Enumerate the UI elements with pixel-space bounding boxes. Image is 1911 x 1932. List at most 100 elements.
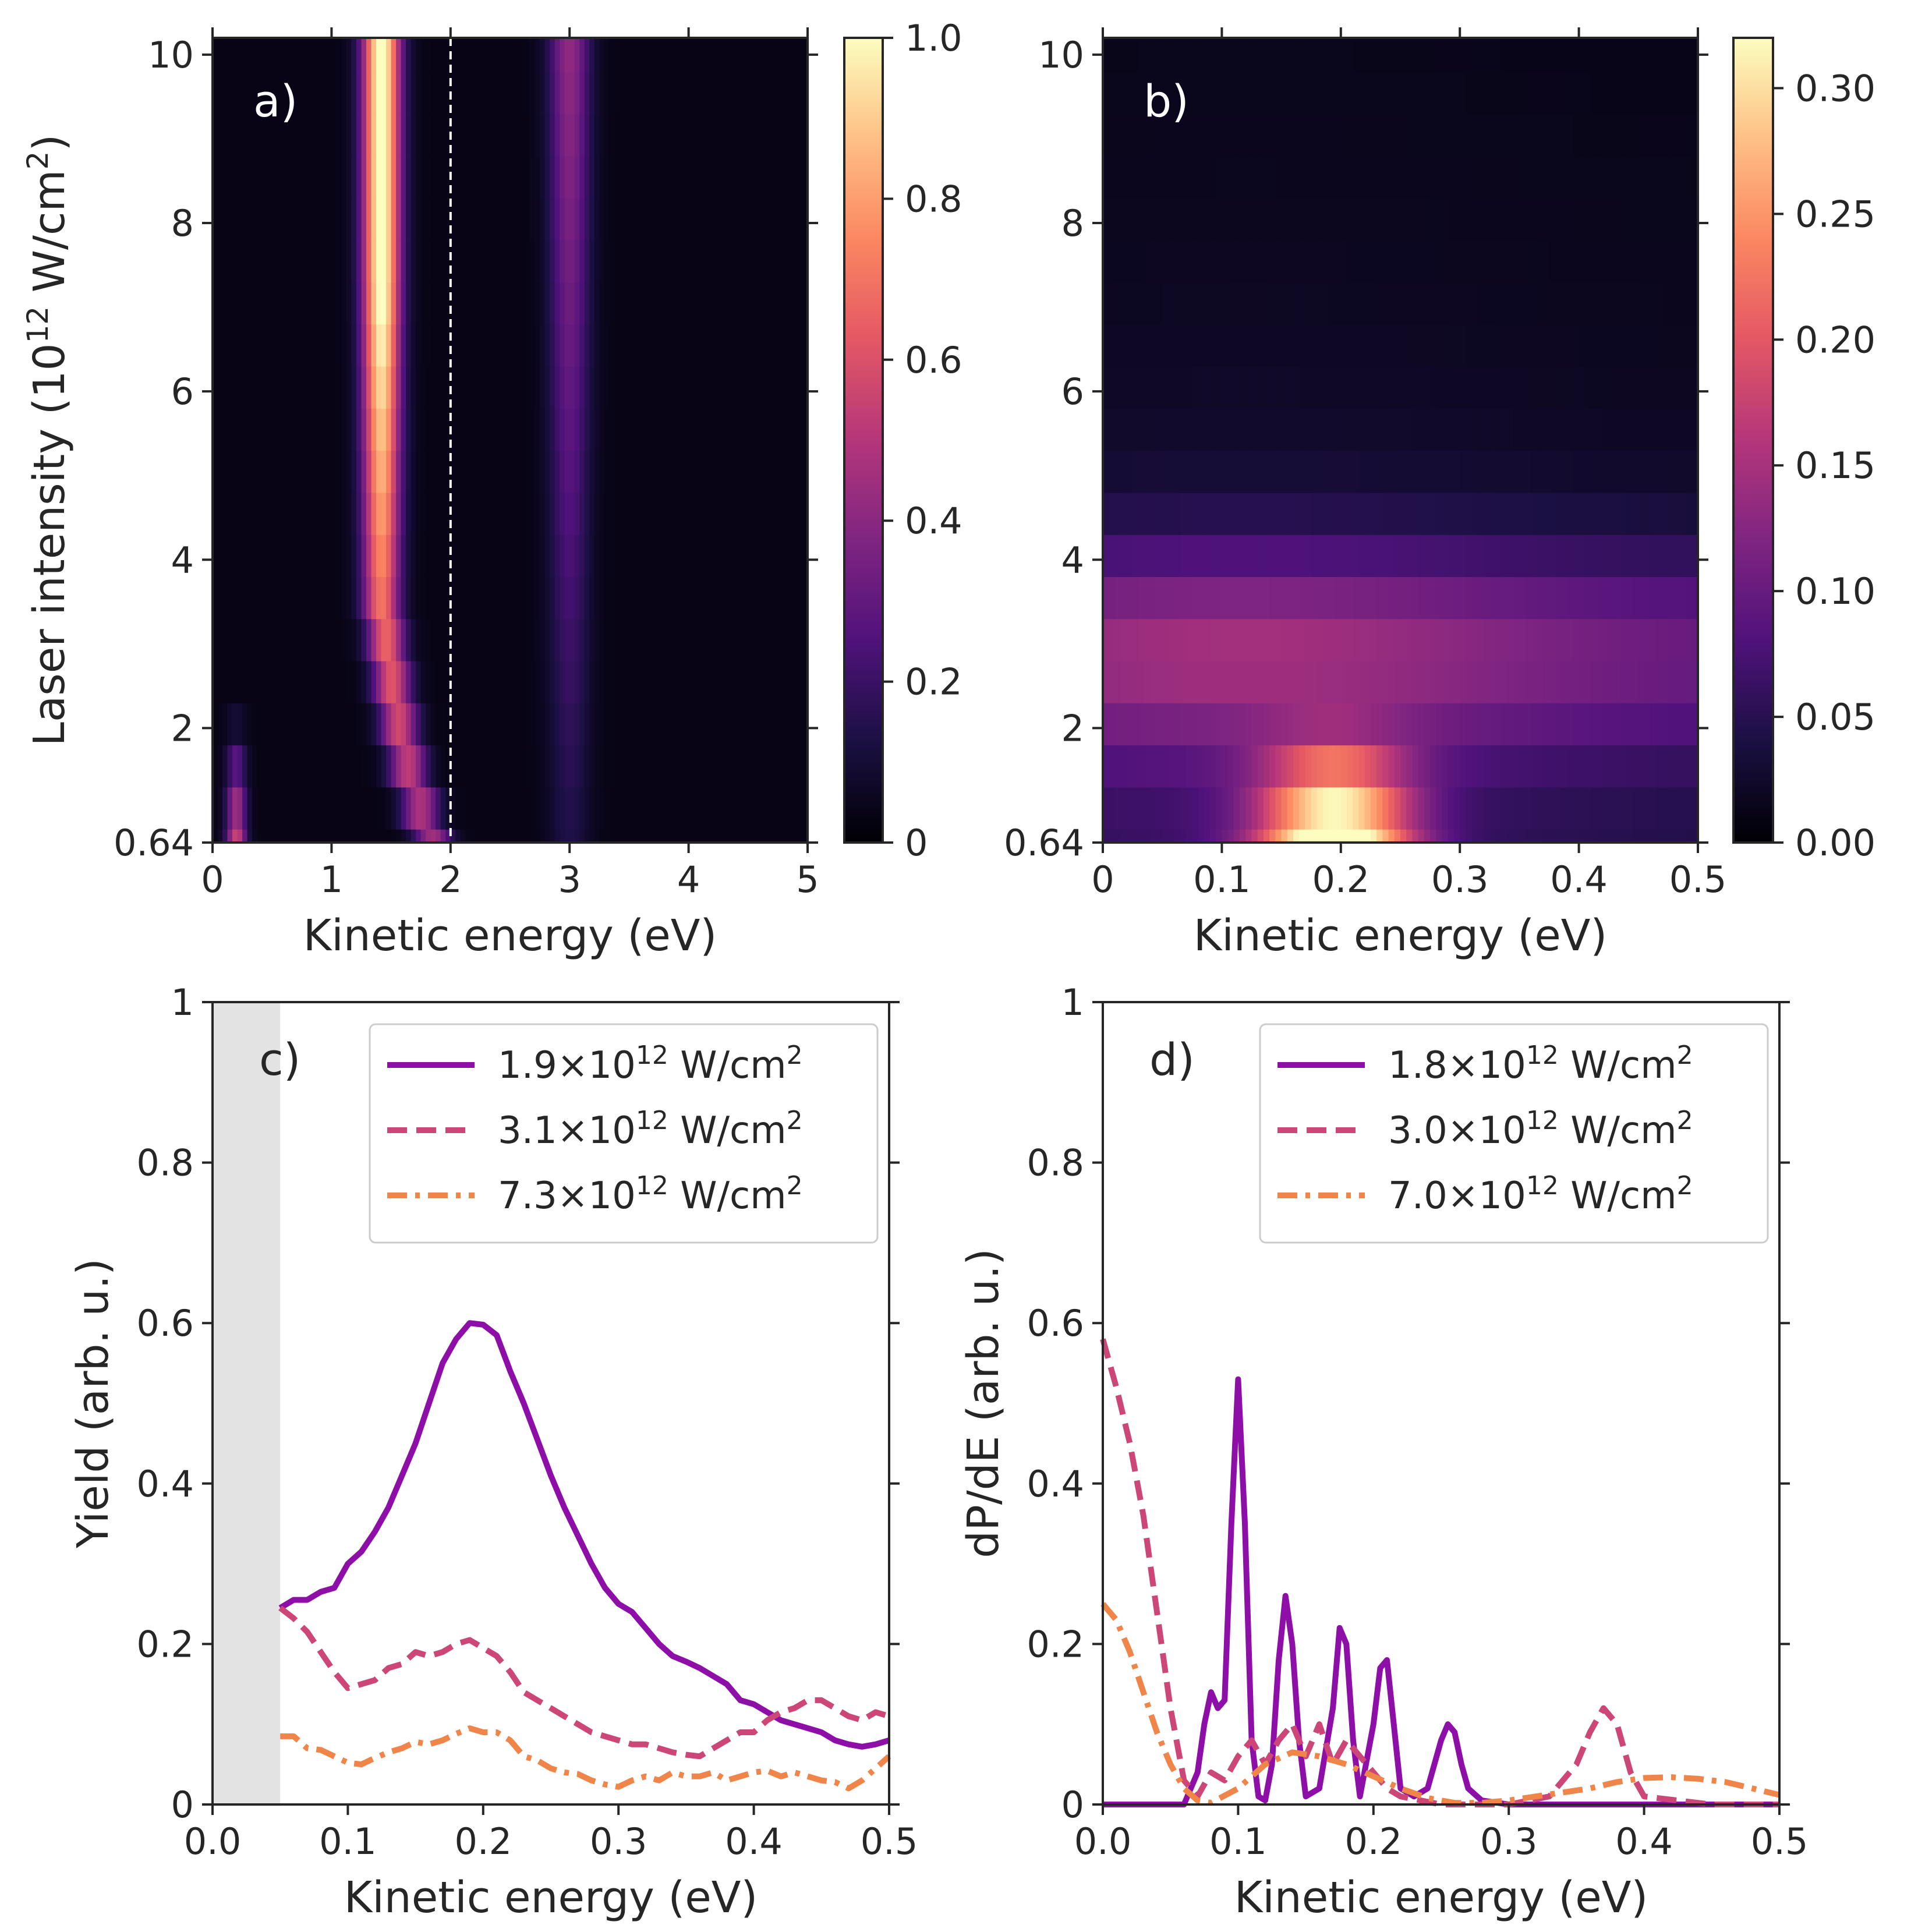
heatmap-cell	[366, 618, 372, 661]
heatmap-cell	[292, 660, 298, 703]
heatmap-cell	[1638, 703, 1645, 746]
heatmap-cell	[604, 450, 610, 493]
heatmap-cell	[386, 366, 392, 409]
heatmap-cell	[1114, 71, 1121, 114]
heatmap-cell	[292, 745, 298, 788]
heatmap-cell	[1608, 534, 1615, 577]
heatmap-cell	[520, 155, 526, 199]
heatmap-cell	[1525, 239, 1532, 283]
heatmap-cell	[520, 282, 526, 325]
heatmap-cell	[1317, 282, 1323, 325]
heatmap-cell	[480, 282, 486, 325]
heatmap-cell	[326, 829, 332, 843]
heatmap-cell	[1138, 197, 1145, 240]
heatmap-cell	[777, 576, 784, 620]
heatmap-cell	[1668, 660, 1675, 703]
heatmap-cell	[753, 618, 759, 661]
heatmap-cell	[306, 197, 313, 240]
heatmap-cell	[1358, 197, 1365, 240]
heatmap-cell	[773, 408, 778, 451]
heatmap-cell	[1543, 703, 1550, 746]
heatmap-cell	[1293, 408, 1300, 451]
heatmap-cell	[544, 366, 550, 409]
heatmap-cell	[649, 71, 654, 114]
heatmap-cell	[426, 324, 431, 367]
heatmap-cell	[242, 492, 248, 535]
heatmap-cell	[1281, 660, 1288, 703]
heatmap-cell	[460, 38, 466, 72]
heatmap-cell	[1430, 114, 1437, 157]
heatmap-cell	[1180, 534, 1187, 577]
heatmap-cell	[1531, 197, 1538, 240]
heatmap-cell	[1162, 829, 1169, 843]
heatmap-cell	[530, 366, 536, 409]
heatmap-cell	[351, 71, 357, 114]
heatmap-cell	[1525, 408, 1532, 451]
heatmap-cell	[1382, 282, 1389, 325]
heatmap-cell	[500, 38, 506, 72]
heatmap-cell	[713, 38, 719, 72]
heatmap-cell	[560, 703, 565, 746]
heatmap-cell	[480, 114, 486, 157]
heatmap-cell	[1358, 324, 1365, 367]
heatmap-cell	[733, 618, 739, 661]
heatmap-cell	[693, 38, 699, 72]
heatmap-cell	[777, 534, 784, 577]
heatmap-cell	[252, 829, 258, 843]
heatmap-cell	[624, 282, 630, 325]
heatmap-cell	[1591, 366, 1598, 409]
heatmap-cell	[237, 239, 243, 283]
heatmap-cell	[1471, 618, 1478, 661]
heatmap-cell	[1109, 829, 1116, 843]
heatmap-cell	[1340, 787, 1347, 830]
heatmap-cell	[277, 787, 283, 830]
heatmap-cell	[515, 197, 521, 240]
heatmap-cell	[659, 492, 664, 535]
heatmap-cell	[1448, 745, 1455, 788]
heatmap-cell	[232, 703, 238, 746]
heatmap-cell	[564, 703, 570, 746]
heatmap-cell	[1484, 576, 1491, 620]
heatmap-cell	[326, 660, 332, 703]
heatmap-cell	[341, 239, 347, 283]
heatmap-cell	[406, 829, 412, 843]
heatmap-cell	[1406, 492, 1413, 535]
heatmap-cell	[386, 450, 392, 493]
heatmap-cell	[321, 492, 327, 535]
heatmap-cell	[401, 197, 406, 240]
heatmap-cell	[520, 576, 526, 620]
heatmap-cell	[1513, 155, 1520, 199]
heatmap-cell	[326, 787, 332, 830]
heatmap-cell	[1424, 71, 1431, 114]
heatmap-cell	[391, 408, 397, 451]
heatmap-cell	[1579, 366, 1586, 409]
heatmap-cell	[306, 534, 313, 577]
heatmap-cell	[232, 660, 238, 703]
heatmap-cell	[1507, 239, 1514, 283]
heatmap-cell	[1126, 114, 1133, 157]
heatmap-cell	[1251, 703, 1258, 746]
heatmap-cell	[787, 576, 794, 620]
heatmap-cell	[1299, 197, 1306, 240]
heatmap-cell	[1549, 114, 1556, 157]
heatmap-cell	[356, 703, 362, 746]
heatmap-cell	[1686, 366, 1693, 409]
heatmap-cell	[247, 197, 253, 240]
heatmap-cell	[1245, 576, 1252, 620]
heatmap-cell	[450, 366, 456, 409]
heatmap-cell	[1543, 492, 1550, 535]
heatmap-cell	[713, 282, 719, 325]
heatmap-cell	[1412, 197, 1419, 240]
heatmap-cell	[718, 38, 724, 72]
heatmap-cell	[738, 787, 744, 830]
heatmap-cell	[743, 366, 749, 409]
heatmap-cell	[257, 492, 263, 535]
heatmap-cell	[1555, 576, 1562, 620]
heatmap-cell	[574, 745, 581, 788]
heatmap-cell	[1495, 408, 1502, 451]
heatmap-cell	[1418, 282, 1425, 325]
heatmap-cell	[306, 38, 313, 72]
heatmap-cell	[1430, 197, 1437, 240]
heatmap-cell	[1686, 703, 1693, 746]
heatmap-cell	[302, 703, 307, 746]
